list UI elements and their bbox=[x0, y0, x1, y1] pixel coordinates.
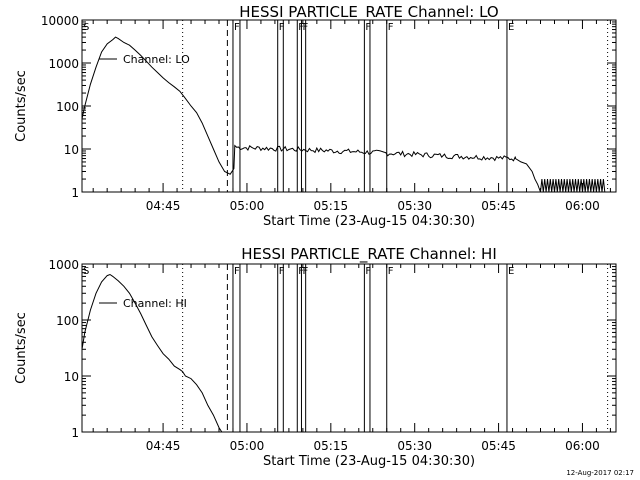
x-tick-label: 05:15 bbox=[314, 199, 349, 213]
plot-frame bbox=[81, 263, 617, 433]
x-tick-label: 05:30 bbox=[397, 199, 432, 213]
event-marker-label: E bbox=[508, 22, 514, 33]
x-tick-label: 06:00 bbox=[565, 439, 600, 453]
legend-label: Channel: HI bbox=[123, 297, 187, 310]
y-axis-label: Counts/sec bbox=[14, 70, 29, 142]
legend-label: Channel: LO bbox=[123, 53, 190, 66]
y-tick-label: 100 bbox=[56, 314, 79, 328]
y-tick-label: 10 bbox=[64, 370, 79, 384]
y-tick-label: 1 bbox=[71, 426, 79, 440]
y-tick-label: 10 bbox=[64, 143, 79, 157]
y-tick-label: 10000 bbox=[41, 14, 79, 28]
x-tick-label: 04:45 bbox=[146, 439, 181, 453]
chart-panel-2: HESSI PARTICLE_RATE Channel: HI Counts/se… bbox=[14, 245, 617, 469]
event-marker-label: F bbox=[365, 22, 371, 33]
event-marker-label: F bbox=[279, 22, 285, 33]
x-tick-label: 05:45 bbox=[481, 439, 516, 453]
event-marker-label: F bbox=[234, 22, 240, 33]
y-tick-label: 100 bbox=[56, 100, 79, 114]
y-tick-label: 1000 bbox=[48, 258, 79, 272]
event-marker-label: F bbox=[234, 266, 240, 277]
y-tick-label: 1000 bbox=[48, 57, 79, 71]
chart-title: HESSI PARTICLE_RATE Channel: LO bbox=[239, 3, 498, 22]
x-tick-label: 05:15 bbox=[314, 439, 349, 453]
event-marker-label: F bbox=[388, 22, 394, 33]
event-marker-label: E bbox=[508, 266, 514, 277]
event-marker-label: F bbox=[365, 266, 371, 277]
x-tick-label: 05:45 bbox=[481, 199, 516, 213]
chart-panel-1: HESSI PARTICLE_RATE Channel: LO Counts/se… bbox=[14, 3, 617, 229]
y-tick-label: 1 bbox=[71, 186, 79, 200]
x-axis-label: Start Time (23-Aug-15 04:30:30) bbox=[263, 214, 475, 229]
event-marker-label: F bbox=[279, 266, 285, 277]
footer-timestamp: 12-Aug-2017 02:17 bbox=[566, 469, 634, 477]
x-tick-label: 05:00 bbox=[230, 199, 265, 213]
x-tick-label: 05:00 bbox=[230, 439, 265, 453]
series-line bbox=[81, 36, 606, 193]
x-axis-label: Start Time (23-Aug-15 04:30:30) bbox=[263, 454, 475, 469]
event-marker-label: S bbox=[83, 266, 89, 277]
event-marker-label: F bbox=[388, 266, 394, 277]
x-tick-label: 05:30 bbox=[397, 439, 432, 453]
x-tick-label: 06:00 bbox=[565, 199, 600, 213]
x-tick-label: 04:45 bbox=[146, 199, 181, 213]
y-axis-label: Counts/sec bbox=[14, 312, 29, 384]
plot-frame bbox=[81, 19, 617, 193]
series-line bbox=[81, 273, 223, 433]
event-marker-label: S bbox=[83, 22, 89, 33]
chart-title: HESSI PARTICLE_RATE Channel: HI bbox=[241, 245, 497, 264]
